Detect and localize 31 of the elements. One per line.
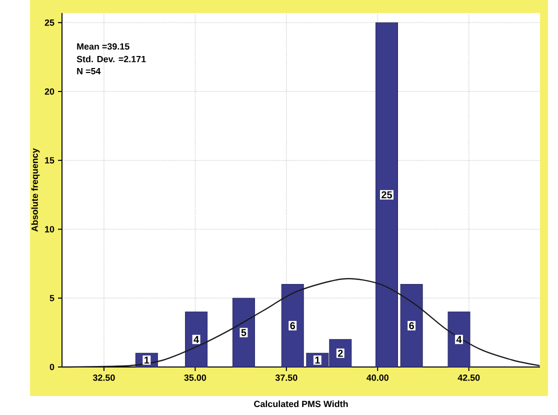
y-tick-label: 0 [50,364,54,370]
x-tick-label: 42.50 [458,374,480,381]
bar [376,22,398,368]
data-label: 1 [144,356,150,364]
data-label: 25 [382,191,392,198]
x-tick-label: 40.00 [366,374,388,381]
data-label: 2 [338,350,343,357]
data-label: 6 [290,322,296,330]
x-tick-label: 37.50 [275,374,298,381]
bar [232,298,255,368]
x-axis-title: Calculated PMS Width [254,400,348,408]
y-tick-label: 20 [44,88,54,95]
annotation: N =54 [77,68,101,74]
data-label: 5 [241,329,246,336]
y-tick-label: 5 [50,294,54,302]
annotation: Std. Dev. =2.171 [76,56,146,62]
y-tick-label: 25 [44,19,54,26]
y-axis-title: Absolute frequency [31,148,40,232]
y-tick-label: 10 [45,226,54,232]
bar [185,312,208,368]
data-label: 6 [409,322,414,330]
data-label: 4 [456,336,462,343]
data-label: 4 [194,336,199,343]
y-tick-label: 15 [45,157,54,164]
bar [400,284,423,368]
data-label: 1 [315,356,320,364]
bar [281,284,304,368]
annotation: Mean =39.15 [77,43,130,50]
bar [448,312,470,368]
x-tick-label: 32.50 [92,374,115,381]
x-tick-label: 35.00 [184,374,206,381]
